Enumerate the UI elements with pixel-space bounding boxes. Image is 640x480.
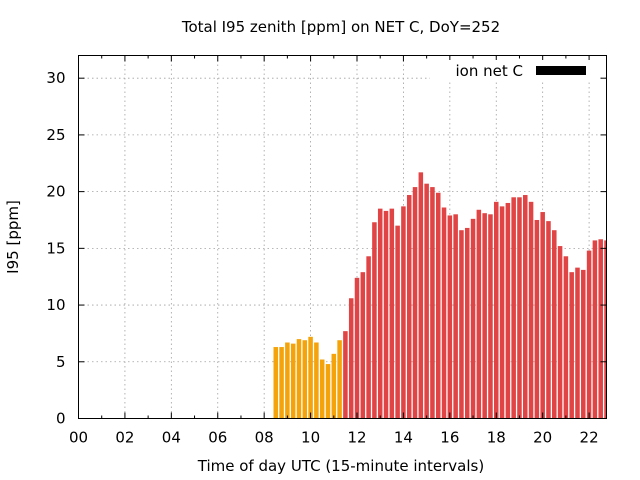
- bar: [389, 208, 395, 419]
- bar: [395, 225, 400, 419]
- bar: [488, 214, 493, 419]
- x-tick-label: 14: [394, 429, 413, 447]
- y-tick-label: 25: [46, 126, 65, 144]
- bar: [586, 250, 592, 419]
- bar: [290, 343, 296, 419]
- bar: [314, 342, 319, 419]
- bar: [441, 207, 447, 419]
- bar: [581, 269, 586, 419]
- x-tick-label: 06: [208, 429, 227, 447]
- bar: [534, 219, 540, 419]
- bar: [447, 215, 453, 419]
- bar: [528, 201, 534, 419]
- bar: [459, 230, 464, 419]
- bar: [430, 187, 435, 419]
- bar: [482, 213, 487, 419]
- bar: [372, 222, 377, 419]
- bar: [453, 214, 458, 419]
- plot-frame: [78, 55, 607, 419]
- y-axis-label: I95 [ppm]: [4, 200, 22, 274]
- bar: [285, 342, 290, 419]
- x-tick-label: 02: [115, 429, 134, 447]
- bar: [296, 339, 302, 419]
- bar: [476, 209, 482, 419]
- y-tick-label: 20: [46, 183, 65, 201]
- bars-layer: [273, 172, 607, 419]
- y-tick-label: 30: [46, 69, 65, 87]
- bar: [406, 195, 412, 419]
- bar: [575, 267, 580, 419]
- x-tick-label: 20: [533, 429, 552, 447]
- legend-background: [430, 60, 600, 82]
- bar: [383, 210, 389, 419]
- legend-label: ion net C: [456, 62, 523, 80]
- bar: [354, 277, 360, 419]
- bar: [308, 336, 313, 419]
- chart-title: Total I95 zenith [ppm] on NET C, DoY=252: [181, 18, 500, 36]
- bar: [424, 183, 429, 419]
- bar: [360, 272, 366, 419]
- bar: [348, 298, 354, 419]
- bar: [377, 208, 383, 419]
- bar: [279, 347, 284, 419]
- bar: [592, 240, 598, 419]
- bar: [412, 187, 418, 419]
- bar: [343, 331, 348, 419]
- bar: [511, 197, 516, 419]
- bar: [540, 212, 545, 419]
- bar: [604, 240, 607, 419]
- legend: ion net C: [430, 60, 600, 82]
- bar: [546, 221, 551, 419]
- y-tick-label: 15: [46, 239, 65, 257]
- bar: [598, 239, 603, 419]
- y-tick-label: 5: [56, 353, 66, 371]
- bar: [401, 206, 406, 419]
- bar: [418, 172, 424, 419]
- bar: [325, 364, 331, 419]
- bar: [273, 347, 279, 419]
- bar: [302, 340, 308, 419]
- x-tick-label: 00: [69, 429, 88, 447]
- ticks-layer: 0 5 10 15 20 25 30 00 02 04 06 08 10 12 14 16 18 20 22: [46, 55, 607, 447]
- x-tick-label: 12: [347, 429, 366, 447]
- bar: [366, 256, 371, 419]
- x-tick-label: 18: [487, 429, 506, 447]
- x-axis-label: Time of day UTC (15-minute intervals): [197, 457, 484, 475]
- x-tick-label: 08: [255, 429, 274, 447]
- bar: [563, 256, 569, 419]
- y-tick-label: 0: [56, 410, 66, 428]
- bar: [523, 195, 528, 419]
- bar: [569, 272, 574, 419]
- x-tick-label: 22: [580, 429, 599, 447]
- bar: [552, 230, 557, 419]
- bar: [505, 202, 511, 419]
- x-tick-label: 04: [162, 429, 181, 447]
- bar: [470, 218, 476, 419]
- x-tick-label: 10: [301, 429, 320, 447]
- x-tick-label: 16: [440, 429, 459, 447]
- legend-swatch: [536, 66, 586, 75]
- y-tick-label: 10: [46, 296, 65, 314]
- bar: [517, 197, 522, 419]
- bar: [435, 192, 441, 419]
- bar: [337, 340, 342, 419]
- bar: [499, 206, 505, 419]
- bar: [319, 359, 325, 419]
- bar: [493, 201, 499, 419]
- bar: [557, 246, 563, 419]
- bar: [464, 227, 470, 419]
- bar: [331, 353, 337, 419]
